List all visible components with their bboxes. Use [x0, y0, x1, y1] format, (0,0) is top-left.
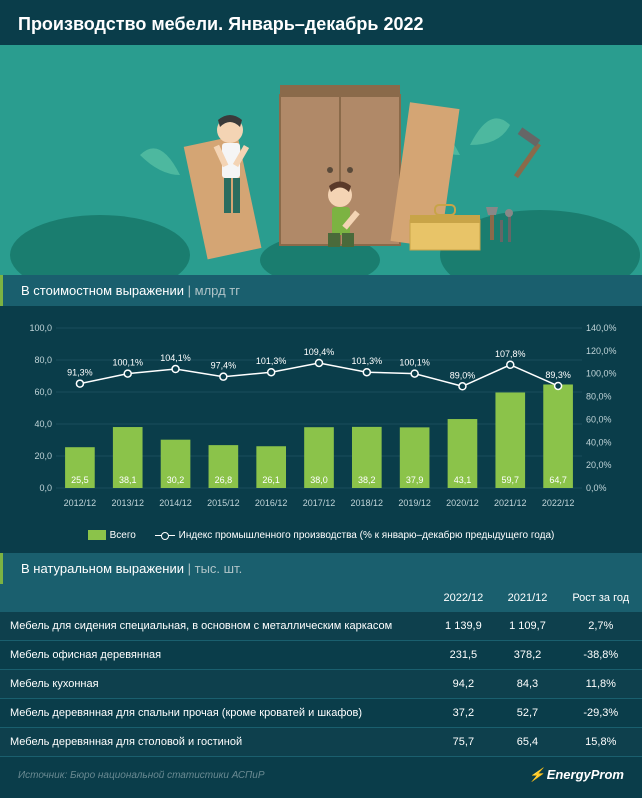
flash-icon: ⚡	[529, 767, 545, 782]
svg-text:100,0: 100,0	[29, 323, 52, 333]
svg-text:25,5: 25,5	[71, 475, 89, 485]
svg-text:40,0: 40,0	[34, 419, 52, 429]
svg-text:2014/12: 2014/12	[159, 498, 192, 508]
svg-text:91,3%: 91,3%	[67, 368, 93, 378]
chart-area: 0,0 20,0 40,0 60,0 80,0 100,0 0,0% 20,0% 40,0% 60…	[0, 306, 642, 526]
svg-text:2019/12: 2019/12	[398, 498, 431, 508]
svg-text:101,3%: 101,3%	[352, 356, 383, 366]
section2-unit: тыс. шт.	[195, 561, 243, 576]
section2-header: В натуральном выражении | тыс. шт.	[0, 553, 642, 584]
svg-text:59,7: 59,7	[502, 475, 520, 485]
svg-text:38,0: 38,0	[310, 475, 328, 485]
svg-text:60,0%: 60,0%	[586, 414, 612, 424]
infographic-container: Производство мебели. Январь–декабрь 2022	[0, 0, 642, 797]
svg-text:38,2: 38,2	[358, 475, 376, 485]
table-row: Мебель деревянная для столовой и гостино…	[0, 728, 642, 757]
svg-text:107,8%: 107,8%	[495, 349, 526, 359]
main-title: Производство мебели. Январь–декабрь 2022	[0, 0, 642, 45]
svg-text:97,4%: 97,4%	[211, 361, 237, 371]
svg-text:80,0: 80,0	[34, 355, 52, 365]
svg-text:2017/12: 2017/12	[303, 498, 336, 508]
svg-text:104,1%: 104,1%	[160, 353, 191, 363]
svg-text:0,0: 0,0	[39, 483, 52, 493]
section2-title: В натуральном выражении	[21, 561, 184, 576]
svg-text:38,1: 38,1	[119, 475, 137, 485]
footer: Источник: Бюро национальной статистики А…	[0, 757, 642, 797]
combo-chart: 0,0 20,0 40,0 60,0 80,0 100,0 0,0% 20,0% 40,0% 60…	[18, 316, 624, 516]
table-header: 2021/12	[495, 584, 559, 612]
svg-text:60,0: 60,0	[34, 387, 52, 397]
section1-unit: млрд тг	[195, 283, 240, 298]
svg-text:89,3%: 89,3%	[545, 370, 571, 380]
table-row: Мебель кухонная94,284,311,8%	[0, 670, 642, 699]
svg-text:2015/12: 2015/12	[207, 498, 240, 508]
chart-legend: Всего Индекс промышленного производства …	[0, 526, 642, 553]
svg-text:2016/12: 2016/12	[255, 498, 288, 508]
table-header	[0, 584, 431, 612]
svg-text:37,9: 37,9	[406, 475, 424, 485]
svg-text:120,0%: 120,0%	[586, 346, 617, 356]
svg-text:140,0%: 140,0%	[586, 323, 617, 333]
svg-text:64,7: 64,7	[549, 475, 567, 485]
hero-illustration	[0, 45, 642, 275]
svg-text:2020/12: 2020/12	[446, 498, 479, 508]
svg-text:0,0%: 0,0%	[586, 483, 607, 493]
svg-text:2021/12: 2021/12	[494, 498, 527, 508]
svg-text:2022/12: 2022/12	[542, 498, 575, 508]
section1-header: В стоимостном выражении | млрд тг	[0, 275, 642, 306]
svg-text:101,3%: 101,3%	[256, 356, 287, 366]
production-table: 2022/122021/12Рост за год Мебель для сид…	[0, 584, 642, 757]
legend-line: Индекс промышленного производства (% к я…	[155, 530, 555, 541]
legend-bar: Всего	[88, 530, 136, 541]
svg-text:40,0%: 40,0%	[586, 437, 612, 447]
svg-text:2013/12: 2013/12	[111, 498, 144, 508]
table-row: Мебель деревянная для спальни прочая (кр…	[0, 699, 642, 728]
svg-text:109,4%: 109,4%	[304, 347, 335, 357]
svg-text:80,0%: 80,0%	[586, 392, 612, 402]
svg-text:100,1%: 100,1%	[112, 358, 143, 368]
svg-text:20,0%: 20,0%	[586, 460, 612, 470]
svg-text:26,8: 26,8	[215, 475, 233, 485]
svg-text:43,1: 43,1	[454, 475, 472, 485]
svg-text:26,1: 26,1	[262, 475, 280, 485]
table-row: Мебель офисная деревянная231,5378,2-38,8…	[0, 641, 642, 670]
table-row: Мебель для сидения специальная, в основн…	[0, 612, 642, 641]
svg-text:89,0%: 89,0%	[450, 370, 476, 380]
svg-text:30,2: 30,2	[167, 475, 185, 485]
svg-text:2012/12: 2012/12	[64, 498, 97, 508]
section1-title: В стоимостном выражении	[21, 283, 184, 298]
source-text: Источник: Бюро национальной статистики А…	[18, 770, 265, 781]
svg-text:20,0: 20,0	[34, 451, 52, 461]
brand-logo: ⚡EnergyProm	[529, 767, 625, 783]
table-header: Рост за год	[560, 584, 642, 612]
table-header: 2022/12	[431, 584, 495, 612]
svg-text:100,1%: 100,1%	[399, 358, 430, 368]
svg-text:2018/12: 2018/12	[351, 498, 384, 508]
svg-text:100,0%: 100,0%	[586, 369, 617, 379]
